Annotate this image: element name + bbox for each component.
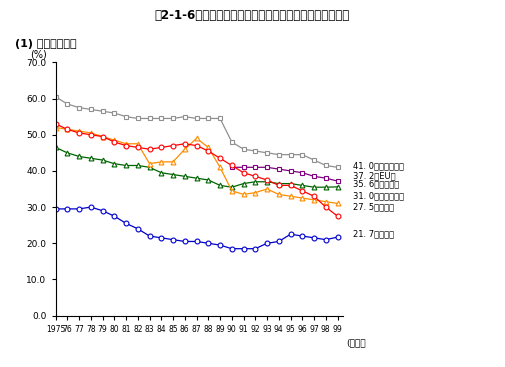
Text: 第2-1-6図　主要国における研究費の政府負担割合の推移: 第2-1-6図 主要国における研究費の政府負担割合の推移 (155, 9, 350, 22)
Text: 37. 2（EU）: 37. 2（EU） (353, 172, 395, 181)
Text: 27. 5（米国）: 27. 5（米国） (353, 203, 394, 212)
Text: (年度）: (年度） (346, 338, 366, 348)
Text: 21. 7（日本）: 21. 7（日本） (353, 230, 394, 239)
Text: 35. 6（ドイツ）: 35. 6（ドイツ） (353, 179, 399, 188)
Text: (%): (%) (30, 50, 46, 60)
Text: 31. 0（イギリス）: 31. 0（イギリス） (353, 192, 404, 201)
Text: (1) 政府負担割合: (1) 政府負担割合 (15, 39, 77, 48)
Text: 41. 0（フランス）: 41. 0（フランス） (353, 161, 404, 170)
